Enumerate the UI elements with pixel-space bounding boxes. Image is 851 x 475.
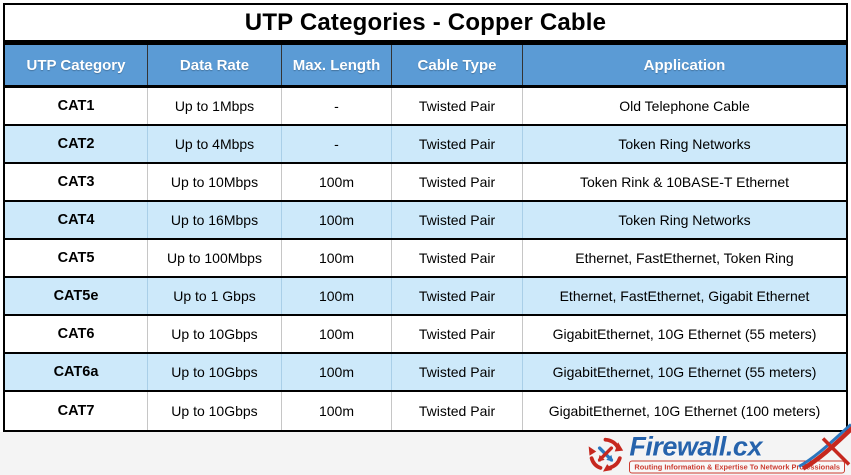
table-row: CAT7 Up to 10Gbps 100m Twisted Pair GigabitE… [5,392,846,430]
firewall-logo-text-wrap: Firewall.cx Routing Information & Expert… [629,422,851,473]
cell-application: Token Ring Networks [522,202,846,238]
cell-application: Ethernet, FastEthernet, Token Ring [522,240,846,276]
utp-table-frame: UTP Categories - Copper Cable UTP Catego… [3,3,848,432]
cell-max-length: 100m [281,392,391,430]
cell-category: CAT2 [57,136,95,152]
cell-cable-type: Twisted Pair [391,392,522,430]
firewall-logo: Firewall.cx Routing Information & Expert… [587,422,851,473]
cell-category: CAT3 [57,174,95,190]
cell-category: CAT1 [57,98,95,114]
table-row: CAT5e Up to 1 Gbps 100m Twisted Pair Etherne… [5,278,846,316]
cell-data-rate: Up to 100Mbps [147,240,281,276]
cell-application: Ethernet, FastEthernet, Gigabit Ethernet [522,278,846,314]
cell-max-length: 100m [281,164,391,200]
cell-category: CAT6 [57,326,95,342]
cell-application: GigabitEthernet, 10G Ethernet (55 meters… [522,354,846,390]
cell-category: CAT7 [57,403,95,419]
table-row: CAT3 Up to 10Mbps 100m Twisted Pair Token Ri… [5,164,846,202]
firewall-logo-icon [589,437,624,472]
table-header: UTP Category Data Rate Max. Length Cable Ty… [5,45,846,88]
cell-application: Token Rink & 10BASE-T Ethernet [522,164,846,200]
cell-application: GigabitEthernet, 10G Ethernet (100 meter… [522,392,846,430]
cell-max-length: 100m [281,278,391,314]
cell-cable-type: Twisted Pair [391,202,522,238]
cell-category: CAT6a [53,364,99,380]
cell-data-rate: Up to 10Gbps [147,392,281,430]
page-title: UTP Categories - Copper Cable [5,5,846,45]
header-cell-application: Application [522,45,846,85]
cell-application: Token Ring Networks [522,126,846,162]
cell-cable-type: Twisted Pair [391,240,522,276]
cell-data-rate: Up to 1 Gbps [147,278,281,314]
table-row: CAT6 Up to 10Gbps 100m Twisted Pair GigabitE… [5,316,846,354]
cell-category: CAT5e [53,288,99,304]
header-cell-max-length: Max. Length [281,45,391,85]
logo-tagline: Routing Information & Expertise To Netwo… [629,460,845,473]
cell-data-rate: Up to 10Gbps [147,316,281,352]
cell-max-length: - [281,88,391,124]
cell-data-rate: Up to 16Mbps [147,202,281,238]
cell-cable-type: Twisted Pair [391,164,522,200]
cell-data-rate: Up to 10Gbps [147,354,281,390]
cell-cable-type: Twisted Pair [391,88,522,124]
cell-max-length: - [281,126,391,162]
table-body: CAT1 Up to 1Mbps - Twisted Pair Old Telephon… [5,88,846,430]
header-cell-utp-category: UTP Category [26,56,126,74]
firewall-logo-text: Firewall.cx [629,431,762,461]
cell-data-rate: Up to 4Mbps [147,126,281,162]
cell-max-length: 100m [281,354,391,390]
header-cell-data-rate: Data Rate [147,45,281,85]
table-row: CAT2 Up to 4Mbps - Twisted Pair Token Ring N… [5,126,846,164]
cell-cable-type: Twisted Pair [391,316,522,352]
cell-category: CAT5 [57,250,95,266]
cell-max-length: 100m [281,240,391,276]
cell-category: CAT4 [57,212,95,228]
table-row: CAT4 Up to 16Mbps 100m Twisted Pair Token Ri… [5,202,846,240]
cell-max-length: 100m [281,202,391,238]
cell-data-rate: Up to 1Mbps [147,88,281,124]
cell-cable-type: Twisted Pair [391,278,522,314]
table-row: CAT6a Up to 10Gbps 100m Twisted Pair Gigabit… [5,354,846,392]
header-cell-cable-type: Cable Type [391,45,522,85]
cell-application: GigabitEthernet, 10G Ethernet (55 meters… [522,316,846,352]
cell-cable-type: Twisted Pair [391,354,522,390]
table-row: CAT1 Up to 1Mbps - Twisted Pair Old Telephon… [5,88,846,126]
cell-max-length: 100m [281,316,391,352]
table-row: CAT5 Up to 100Mbps 100m Twisted Pair Etherne… [5,240,846,278]
cell-application: Old Telephone Cable [522,88,846,124]
cell-cable-type: Twisted Pair [391,126,522,162]
footer: Firewall.cx Routing Information & Expert… [0,422,851,475]
cell-data-rate: Up to 10Mbps [147,164,281,200]
